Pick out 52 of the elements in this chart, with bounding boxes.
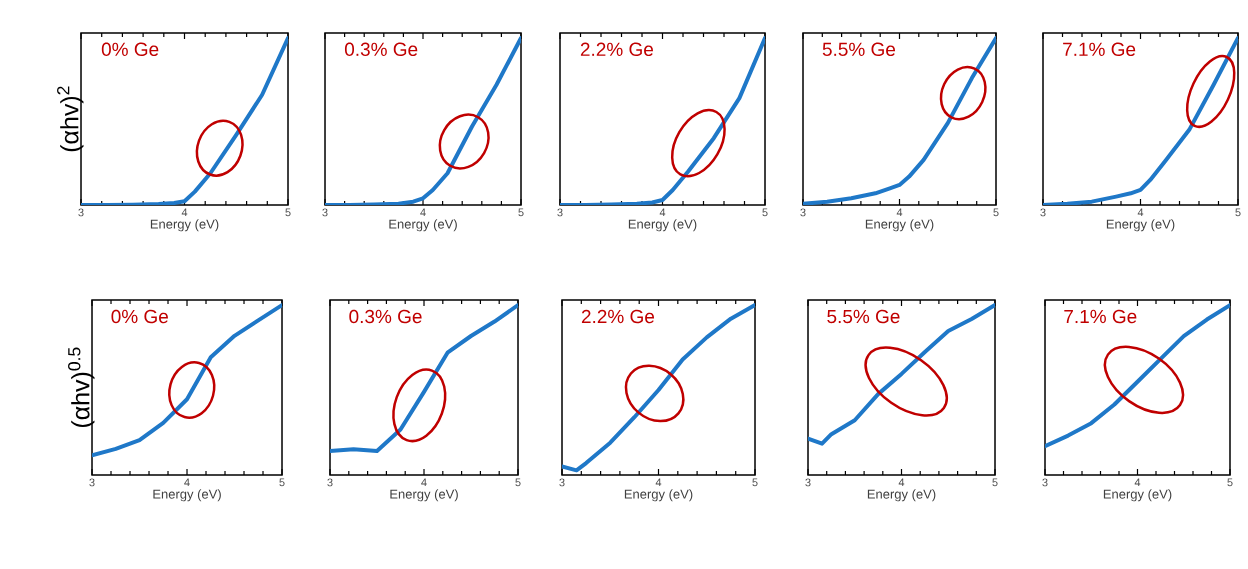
x-tick-label: 3 (322, 208, 328, 217)
x-tick-label: 3 (327, 478, 333, 487)
y-axis-title: (αhv)$^{2}$ (57, 86, 84, 152)
x-tick-label: 5 (993, 208, 999, 217)
chart-title: 0% Ge (101, 42, 159, 57)
x-tick-label: 3 (1040, 208, 1046, 217)
chart-title: 5.5% Ge (827, 309, 900, 324)
x-axis-title: Energy (eV) (867, 489, 936, 502)
x-tick-label: 3 (559, 478, 565, 487)
x-tick-label: 4 (655, 478, 662, 487)
x-axis-title: Energy (eV) (153, 489, 221, 502)
x-tick-label: 4 (1137, 208, 1144, 217)
x-tick-label: 3 (800, 208, 806, 217)
x-tick-label: 4 (1134, 478, 1141, 487)
x-axis-title: Energy (eV) (628, 219, 697, 232)
x-tick-label: 3 (89, 478, 95, 487)
x-axis-title: Energy (eV) (1106, 219, 1175, 232)
x-tick-label: 5 (1227, 478, 1233, 487)
x-axis-title: Energy (eV) (390, 489, 458, 502)
x-tick-label: 3 (805, 478, 811, 487)
x-tick-label: 5 (518, 208, 524, 217)
x-tick-label: 3 (557, 208, 563, 217)
x-tick-label: 4 (898, 478, 905, 487)
x-tick-label: 4 (896, 208, 903, 217)
x-tick-label: 5 (1235, 208, 1241, 217)
x-axis-title: Energy (eV) (150, 219, 219, 232)
x-tick-label: 5 (279, 478, 285, 487)
chart-title: 0.3% Ge (344, 42, 418, 57)
chart-title: 2.2% Ge (581, 309, 655, 324)
chart-title: 0.3% Ge (349, 309, 422, 324)
x-tick-label: 3 (1042, 478, 1048, 487)
chart-title: 2.2% Ge (580, 42, 654, 57)
x-tick-label: 4 (184, 478, 190, 487)
x-tick-label: 5 (515, 478, 521, 487)
x-tick-label: 4 (421, 478, 427, 487)
chart-title: 5.5% Ge (822, 42, 896, 57)
x-axis-title: Energy (eV) (865, 219, 934, 232)
x-tick-label: 4 (659, 208, 666, 217)
x-tick-label: 5 (992, 478, 998, 487)
chart-title: 7.1% Ge (1064, 309, 1137, 324)
chart-title: 0% Ge (111, 309, 168, 324)
x-tick-label: 5 (762, 208, 768, 217)
x-tick-label: 4 (181, 208, 188, 217)
x-axis-title: Energy (eV) (389, 219, 457, 232)
x-tick-label: 5 (752, 478, 758, 487)
x-axis-title: Energy (eV) (1103, 489, 1172, 502)
x-tick-label: 5 (285, 208, 291, 217)
chart-title: 7.1% Ge (1063, 42, 1136, 57)
x-tick-label: 4 (420, 208, 426, 217)
y-axis-title: (αhv)$^{0.5}$ (68, 347, 95, 428)
x-axis-title: Energy (eV) (624, 489, 693, 502)
x-tick-label: 3 (78, 208, 84, 217)
